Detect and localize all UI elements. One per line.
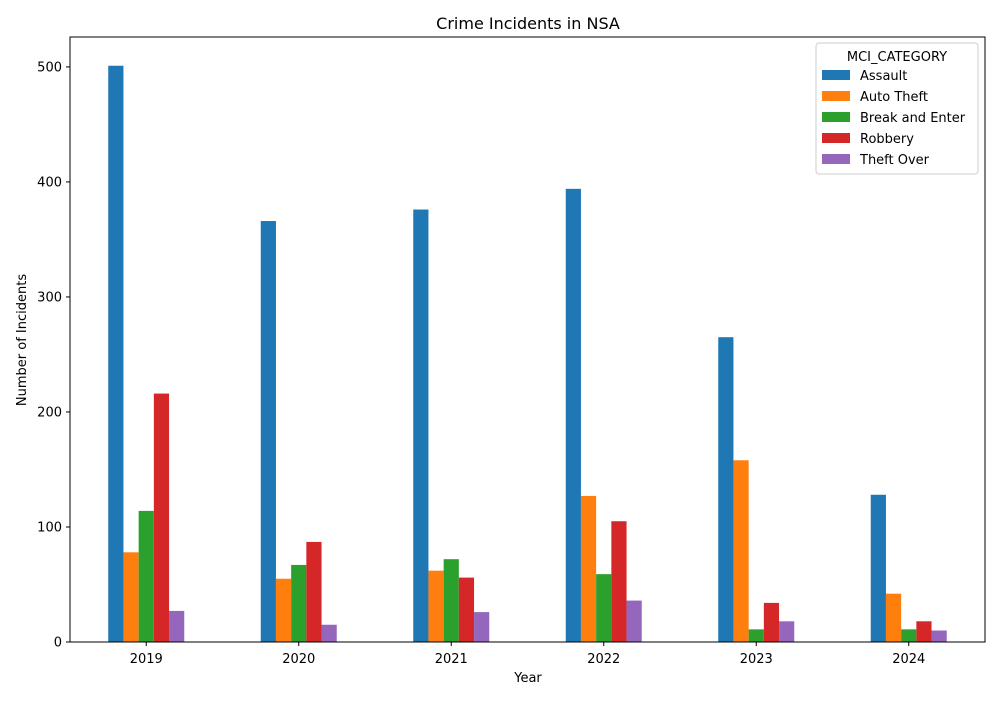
legend-label: Break and Enter [860,111,966,126]
legend-box [815,42,979,175]
legend-swatch [822,154,850,164]
bar-robbery-2022 [611,521,627,642]
plot-frame [69,36,986,643]
axes-layer: 0 100 200 300 400 500 2019 2020 2021 2022 2023 2024 [37,36,986,667]
bar-theft-over-2022 [626,600,642,642]
bar-assault-2023 [718,337,734,642]
bar-robbery-2020 [306,541,322,642]
x-tick-label: 2019 [130,652,163,667]
bar-break-and-enter-2022 [596,574,612,642]
legend-swatch [822,70,850,80]
x-tick-label: 2023 [740,652,773,667]
bar-assault-2020 [260,221,276,642]
bar-auto-theft-2020 [275,578,292,642]
x-tick-label: 2022 [587,652,620,667]
bar-auto-theft-2019 [123,552,139,642]
bar-auto-theft-2021 [428,570,444,642]
bar-robbery-2021 [458,577,475,642]
bar-break-and-enter-2019 [138,510,154,642]
bars-layer [108,65,947,642]
y-tick-label: 300 [37,290,62,305]
bar-assault-2022 [565,188,581,642]
legend: MCI_CATEGORY Assault Auto Theft Break and E… [815,42,979,175]
bar-assault-2019 [108,65,124,642]
y-tick-label: 200 [37,405,62,420]
bar-auto-theft-2022 [580,495,597,642]
legend-label: Assault [860,69,907,84]
bar-robbery-2019 [153,393,170,642]
y-axis-label: Number of Incidents [15,274,30,406]
bar-assault-2021 [413,209,429,642]
bar-theft-over-2021 [474,612,490,642]
y-tick-label: 0 [54,636,62,651]
legend-swatch [822,91,850,101]
x-tick-label: 2021 [435,652,468,667]
bar-break-and-enter-2023 [748,629,764,642]
chart-title: Crime Incidents in NSA [436,14,620,33]
bar-assault-2024 [870,494,886,642]
y-tick-label: 400 [37,175,62,190]
bar-robbery-2024 [916,621,932,642]
bar-theft-over-2019 [169,610,185,642]
legend-label: Theft Over [859,153,930,168]
x-axis-label: Year [513,671,542,686]
y-tick-label: 100 [37,520,62,535]
bar-break-and-enter-2021 [443,559,459,642]
bar-theft-over-2020 [321,624,337,642]
bar-break-and-enter-2024 [901,629,917,642]
legend-title: MCI_CATEGORY [847,50,947,65]
bar-break-and-enter-2020 [291,564,307,642]
bar-auto-theft-2023 [733,460,749,642]
legend-swatch [822,112,850,122]
y-tick-label: 500 [37,60,62,75]
x-tick-label: 2024 [892,652,925,667]
bar-theft-over-2023 [779,621,795,642]
bar-auto-theft-2024 [885,593,902,642]
x-tick-label: 2020 [282,652,315,667]
legend-label: Auto Theft [860,90,928,105]
legend-label: Robbery [860,132,914,147]
legend-swatch [822,133,850,143]
bar-robbery-2023 [763,602,780,642]
bar-theft-over-2024 [931,630,947,642]
